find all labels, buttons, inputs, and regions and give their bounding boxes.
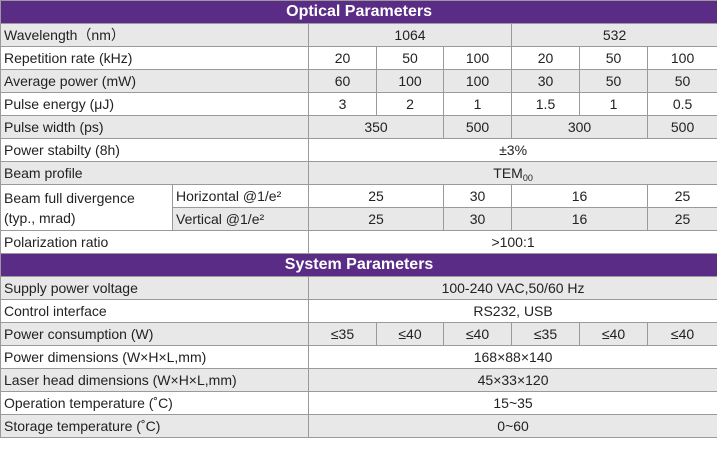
- head-dimensions-row: Laser head dimensions (W×H×L,mm) 45×33×1…: [0, 368, 717, 392]
- supply-voltage-label: Supply power voltage: [0, 276, 309, 300]
- control-interface-value: RS232, USB: [307, 299, 717, 323]
- operation-temp-value: 15~35: [307, 391, 717, 415]
- divergence-horizontal-label: Horizontal @1/e²: [172, 184, 309, 208]
- wavelength-1064: 1064: [308, 23, 512, 47]
- pulse-width-label: Pulse width (ps): [0, 115, 309, 139]
- table-cell: 16: [511, 184, 648, 208]
- avg-power-label: Average power (mW): [0, 69, 309, 93]
- storage-temp-label: Storage temperature (˚C): [0, 414, 309, 438]
- head-dimensions-label: Laser head dimensions (W×H×L,mm): [0, 368, 309, 392]
- system-header-row: System Parameters: [0, 253, 717, 277]
- table-cell: 25: [646, 207, 717, 231]
- table-cell: 50: [579, 46, 648, 70]
- polarization-value: >100:1: [307, 230, 717, 254]
- divergence-label-line2: (typ., mrad): [4, 209, 76, 226]
- table-cell: 100: [443, 46, 512, 70]
- table-cell: 1: [579, 92, 648, 116]
- table-cell: ≤40: [646, 322, 717, 346]
- control-interface-row: Control interface RS232, USB: [0, 299, 717, 323]
- pulse-energy-row: Pulse energy (μJ) 3 2 1 1.5 1 0.5: [0, 92, 717, 116]
- table-cell: ≤35: [511, 322, 580, 346]
- supply-voltage-value: 100-240 VAC,50/60 Hz: [307, 276, 717, 300]
- storage-temp-row: Storage temperature (˚C) 0~60: [0, 414, 717, 438]
- spec-table: Optical Parameters Wavelength（nm） 1064 5…: [0, 0, 717, 438]
- optical-header-row: Optical Parameters: [0, 0, 717, 24]
- table-cell: 1: [443, 92, 512, 116]
- wavelength-label: Wavelength（nm）: [0, 23, 309, 47]
- divergence-vertical-label: Vertical @1/e²: [172, 207, 309, 231]
- table-cell: ≤40: [579, 322, 648, 346]
- rep-rate-label: Repetition rate (kHz): [0, 46, 309, 70]
- operation-temp-row: Operation temperature (˚C) 15~35: [0, 391, 717, 415]
- divergence-vertical-row: Vertical @1/e² 25 30 16 25: [1, 207, 717, 231]
- rep-rate-row: Repetition rate (kHz) 20 50 100 20 50 10…: [0, 46, 717, 70]
- divergence-label: Beam full divergence (typ., mrad): [0, 184, 173, 231]
- table-cell: 100: [443, 69, 512, 93]
- table-cell: 20: [308, 46, 377, 70]
- polarization-label: Polarization ratio: [0, 230, 309, 254]
- avg-power-row: Average power (mW) 60 100 100 30 50 50: [0, 69, 717, 93]
- table-cell: 500: [443, 115, 512, 139]
- supply-voltage-row: Supply power voltage 100-240 VAC,50/60 H…: [0, 276, 717, 300]
- table-cell: ≤35: [308, 322, 377, 346]
- power-stability-value: ±3%: [307, 138, 717, 162]
- table-cell: 300: [511, 115, 648, 139]
- operation-temp-label: Operation temperature (˚C): [0, 391, 309, 415]
- pulse-width-row: Pulse width (ps) 350 500 300 500: [0, 115, 717, 139]
- system-parameters-title: System Parameters: [0, 253, 717, 277]
- beam-profile-mode: TEM: [493, 165, 523, 181]
- control-interface-label: Control interface: [0, 299, 309, 323]
- table-cell: 30: [511, 69, 580, 93]
- table-cell: ≤40: [443, 322, 512, 346]
- table-cell: 350: [308, 115, 444, 139]
- table-cell: 16: [511, 207, 648, 231]
- table-cell: 1.5: [511, 92, 580, 116]
- polarization-row: Polarization ratio >100:1: [0, 230, 717, 254]
- table-cell: 30: [443, 207, 512, 231]
- beam-profile-mode-subscript: 00: [522, 173, 533, 183]
- table-cell: 20: [511, 46, 580, 70]
- power-consumption-label: Power consumption (W): [0, 322, 309, 346]
- table-cell: 3: [308, 92, 377, 116]
- table-cell: 25: [646, 184, 717, 208]
- table-cell: 100: [646, 46, 717, 70]
- power-consumption-row: Power consumption (W) ≤35 ≤40 ≤40 ≤35 ≤4…: [0, 322, 717, 346]
- beam-profile-value: TEM00: [307, 161, 717, 185]
- table-cell: 50: [579, 69, 648, 93]
- power-dimensions-label: Power dimensions (W×H×L,mm): [0, 345, 309, 369]
- pulse-energy-label: Pulse energy (μJ): [0, 92, 309, 116]
- optical-parameters-title: Optical Parameters: [0, 0, 717, 24]
- beam-profile-label: Beam profile: [0, 161, 309, 185]
- wavelength-row: Wavelength（nm） 1064 532: [0, 23, 717, 47]
- divergence-label-line1: Beam full divergence: [4, 189, 135, 206]
- beam-profile-row: Beam profile TEM00: [0, 161, 717, 185]
- power-stability-label: Power stabilty (8h): [0, 138, 309, 162]
- table-cell: 60: [308, 69, 377, 93]
- table-cell: 25: [308, 184, 444, 208]
- head-dimensions-value: 45×33×120: [307, 368, 717, 392]
- table-cell: ≤40: [376, 322, 444, 346]
- divergence-horizontal-row: Beam full divergence (typ., mrad) Horizon…: [0, 184, 717, 231]
- table-cell: 30: [443, 184, 512, 208]
- table-cell: 50: [646, 69, 717, 93]
- table-cell: 2: [376, 92, 444, 116]
- power-dimensions-value: 168×88×140: [307, 345, 717, 369]
- wavelength-532: 532: [510, 23, 717, 47]
- storage-temp-value: 0~60: [307, 414, 717, 438]
- table-cell: 50: [376, 46, 444, 70]
- power-dimensions-row: Power dimensions (W×H×L,mm) 168×88×140: [0, 345, 717, 369]
- table-cell: 100: [376, 69, 444, 93]
- table-cell: 25: [308, 207, 444, 231]
- power-stability-row: Power stabilty (8h) ±3%: [0, 138, 717, 162]
- table-cell: 500: [646, 115, 717, 139]
- table-cell: 0.5: [646, 92, 717, 116]
